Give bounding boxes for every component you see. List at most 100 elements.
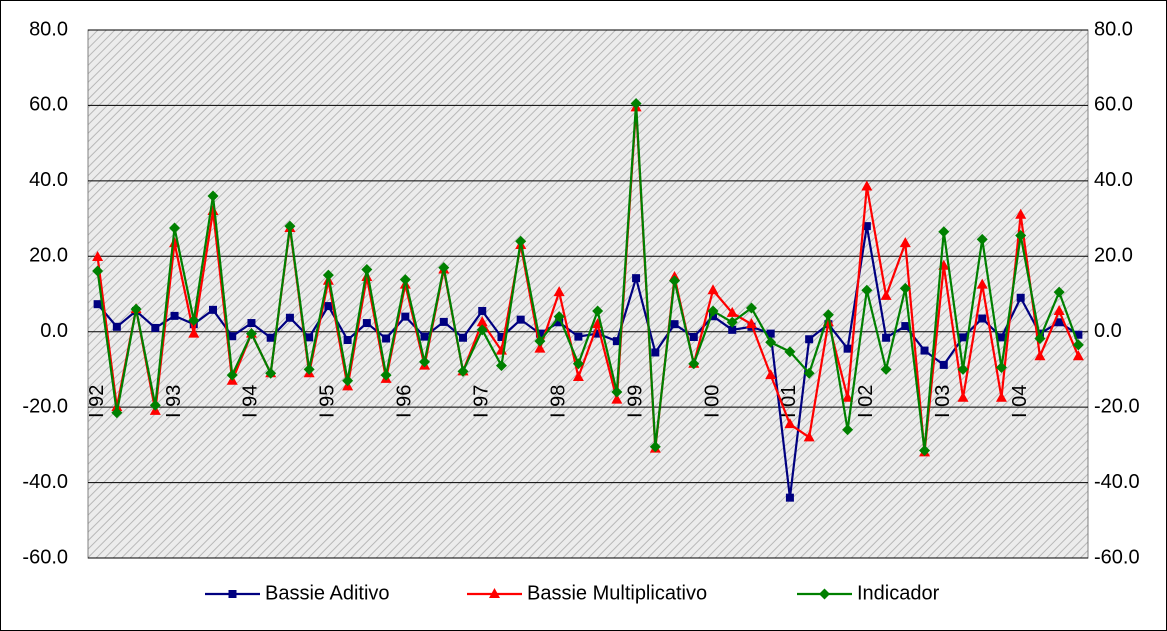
x-tick-label: I 03: [932, 385, 954, 418]
y-tick-label: -60.0: [22, 546, 68, 568]
marker: [515, 235, 527, 247]
marker: [745, 318, 757, 329]
y-tick-label: -40.0: [22, 471, 68, 493]
marker: [495, 360, 507, 372]
y-tick-label: 0.0: [40, 320, 68, 342]
marker: [997, 333, 1006, 342]
marker: [459, 333, 467, 342]
marker: [1015, 230, 1027, 242]
marker: [1053, 304, 1065, 315]
x-tick-label: I 00: [701, 385, 723, 418]
marker: [959, 333, 967, 342]
marker: [995, 362, 1007, 374]
marker: [93, 300, 102, 309]
marker: [535, 329, 544, 338]
marker: [169, 222, 181, 234]
marker: [228, 332, 237, 341]
marker: [207, 190, 219, 202]
marker: [209, 305, 217, 314]
marker: [822, 309, 834, 321]
marker: [361, 263, 373, 275]
x-tick-label: I 95: [317, 385, 339, 418]
y-tick-label: 80.0: [29, 18, 68, 40]
marker: [553, 311, 565, 323]
legend-label: Indicador: [857, 582, 940, 604]
y2-tick-label: -60.0: [1094, 546, 1140, 568]
x-tick-label: I 96: [394, 385, 416, 418]
marker: [995, 391, 1007, 402]
marker: [651, 348, 660, 357]
marker: [593, 329, 602, 338]
marker: [284, 220, 296, 232]
marker: [630, 98, 642, 110]
marker: [899, 282, 911, 294]
marker: [611, 386, 623, 398]
marker: [592, 305, 604, 317]
marker: [766, 329, 775, 338]
marker: [478, 306, 487, 315]
marker: [765, 336, 777, 348]
marker: [784, 418, 796, 429]
y2-tick-label: 80.0: [1094, 18, 1133, 40]
marker: [516, 315, 525, 324]
legend-marker: [819, 588, 830, 600]
marker: [420, 332, 429, 341]
x-tick-label: I 94: [240, 385, 262, 418]
marker: [305, 333, 314, 342]
x-tick-label: I 98: [547, 385, 569, 418]
marker: [382, 334, 391, 343]
marker: [226, 369, 238, 381]
marker: [149, 399, 161, 411]
marker: [938, 226, 950, 238]
marker: [978, 314, 987, 323]
y2-tick-label: 0.0: [1094, 320, 1122, 342]
marker: [1034, 350, 1046, 361]
y-tick-label: 60.0: [29, 94, 68, 116]
y2-tick-label: 20.0: [1094, 245, 1133, 267]
marker: [457, 365, 469, 377]
marker: [728, 325, 737, 334]
x-tick-label: I 02: [855, 385, 877, 418]
marker: [92, 265, 104, 277]
legend-label: Bassie Multiplicativo: [527, 582, 707, 604]
marker: [670, 320, 679, 329]
marker: [901, 322, 910, 331]
marker: [842, 424, 854, 436]
x-tick-label: I 99: [624, 385, 646, 418]
x-tick-label: I 97: [471, 385, 493, 418]
marker: [1072, 339, 1084, 351]
marker: [612, 337, 621, 346]
marker: [632, 274, 641, 283]
marker: [745, 302, 757, 314]
y-tick-label: -20.0: [22, 395, 68, 417]
marker: [285, 313, 294, 322]
marker: [266, 333, 275, 342]
marker: [401, 312, 410, 321]
x-tick-label: I 92: [86, 385, 108, 418]
marker: [497, 332, 506, 341]
y2-tick-label: -20.0: [1094, 395, 1140, 417]
marker: [805, 335, 814, 344]
marker: [689, 332, 698, 341]
marker: [1015, 208, 1027, 219]
marker: [574, 332, 583, 341]
marker: [265, 367, 277, 379]
y2-tick-label: 60.0: [1094, 94, 1133, 116]
marker: [534, 335, 546, 347]
legend-marker: [228, 590, 237, 598]
plot-area: [87, 29, 1089, 559]
marker: [919, 445, 931, 457]
marker: [476, 316, 488, 327]
marker: [899, 237, 911, 248]
marker: [957, 363, 969, 375]
marker: [362, 319, 371, 328]
marker: [803, 367, 815, 379]
legend-label: Bassie Aditivo: [265, 582, 390, 604]
marker: [1072, 350, 1084, 361]
marker: [572, 358, 584, 370]
marker: [862, 222, 871, 231]
marker: [130, 303, 142, 315]
marker: [976, 233, 988, 245]
marker: [785, 493, 794, 502]
marker: [419, 356, 431, 368]
